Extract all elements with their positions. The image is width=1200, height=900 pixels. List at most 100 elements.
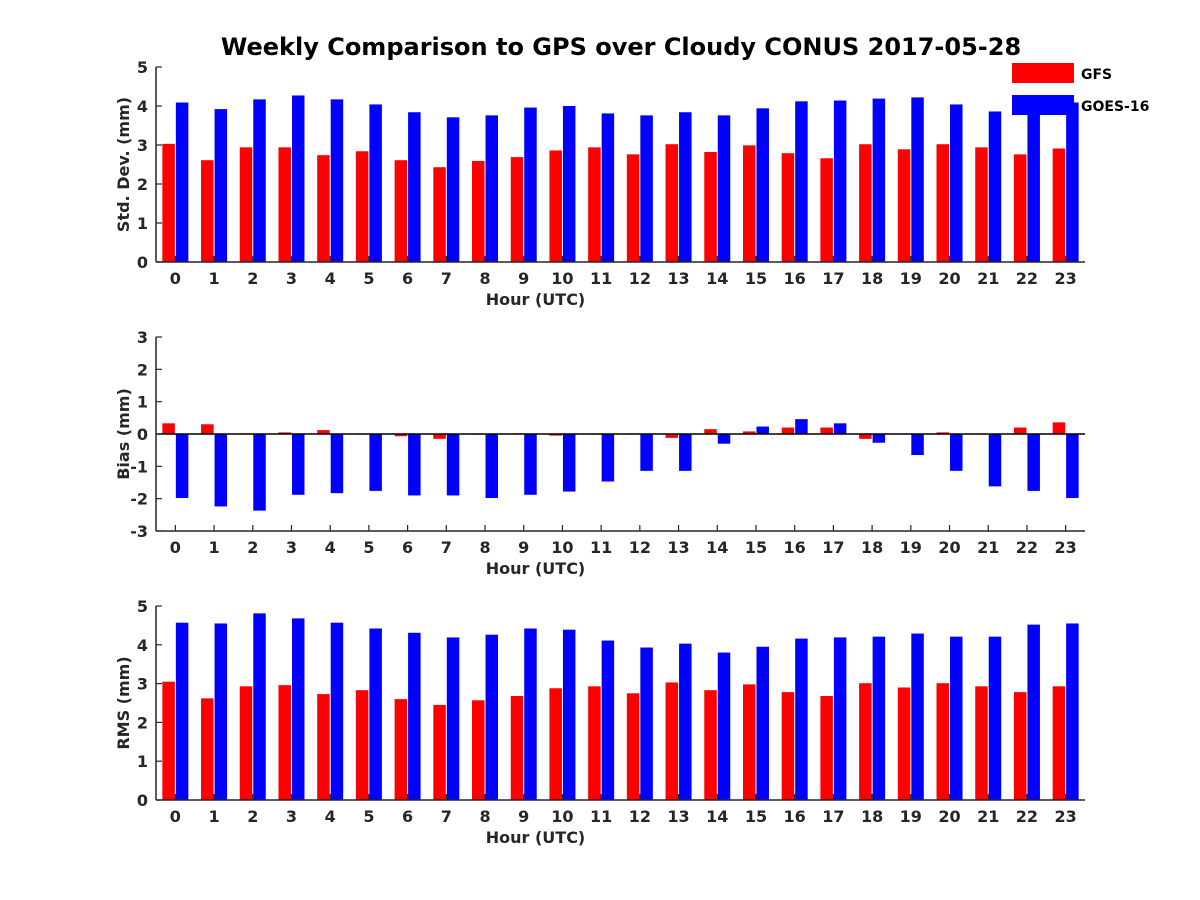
bar-gfs-hour-19 bbox=[897, 149, 911, 262]
x-tick-label: 8 bbox=[479, 269, 490, 288]
bar-gfs-hour-1 bbox=[201, 160, 214, 262]
x-tick-label: 20 bbox=[938, 538, 960, 557]
x-tick-label: 2 bbox=[247, 269, 258, 288]
bar-goes-16-hour-6 bbox=[408, 434, 421, 496]
x-tick-label: 23 bbox=[1055, 807, 1077, 826]
x-tick-label: 17 bbox=[822, 807, 844, 826]
bar-gfs-hour-15 bbox=[742, 431, 756, 434]
bar-goes-16-hour-13 bbox=[679, 112, 692, 263]
legend-label-gfs: GFS bbox=[1081, 67, 1112, 83]
bar-goes-16-hour-19 bbox=[911, 97, 924, 262]
chart-title: Weekly Comparison to GPS over Cloudy CON… bbox=[221, 33, 1021, 61]
bar-gfs-hour-11 bbox=[588, 686, 601, 800]
bar-gfs-hour-1 bbox=[201, 698, 214, 800]
y-tick-label: 5 bbox=[137, 58, 148, 77]
bar-goes-16-hour-6 bbox=[408, 632, 421, 800]
x-tick-label: 22 bbox=[1016, 269, 1038, 288]
x-tick-label: 8 bbox=[479, 538, 490, 557]
legend-swatch-gfs bbox=[1012, 63, 1074, 83]
x-tick-label: 8 bbox=[479, 807, 490, 826]
x-tick-label: 16 bbox=[784, 269, 806, 288]
bar-goes-16-hour-16 bbox=[795, 638, 808, 800]
x-tick-label: 1 bbox=[208, 269, 219, 288]
bar-goes-16-hour-21 bbox=[988, 636, 1002, 800]
bar-gfs-hour-3 bbox=[278, 432, 291, 434]
bar-gfs-hour-6 bbox=[394, 699, 408, 800]
x-tick-label: 12 bbox=[629, 269, 651, 288]
bar-gfs-hour-10 bbox=[549, 434, 562, 436]
legend-swatch-goes-16 bbox=[1012, 95, 1074, 115]
bar-goes-16-hour-8 bbox=[485, 434, 499, 499]
x-tick-label: 15 bbox=[745, 807, 767, 826]
x-axis-label: Hour (UTC) bbox=[486, 290, 586, 309]
bar-goes-16-hour-11 bbox=[601, 640, 615, 800]
y-tick-label: 2 bbox=[137, 713, 148, 732]
bar-goes-16-hour-1 bbox=[214, 623, 228, 800]
bar-gfs-hour-16 bbox=[781, 153, 795, 262]
bar-gfs-hour-20 bbox=[936, 683, 950, 800]
bar-goes-16-hour-14 bbox=[717, 115, 731, 262]
x-tick-label: 4 bbox=[325, 269, 336, 288]
bar-goes-16-hour-20 bbox=[950, 636, 963, 800]
bar-gfs-hour-4 bbox=[317, 155, 330, 262]
bar-goes-16-hour-4 bbox=[330, 434, 344, 494]
x-tick-label: 15 bbox=[745, 269, 767, 288]
bar-gfs-hour-3 bbox=[278, 147, 291, 262]
bar-gfs-hour-23 bbox=[1052, 422, 1066, 434]
bar-goes-16-hour-4 bbox=[330, 622, 344, 800]
bar-goes-16-hour-10 bbox=[562, 629, 576, 800]
legend: GFS GOES-16 bbox=[1012, 63, 1149, 115]
bar-goes-16-hour-12 bbox=[640, 434, 653, 471]
bar-goes-16-hour-7 bbox=[446, 434, 460, 496]
bar-gfs-hour-10 bbox=[549, 150, 562, 262]
bar-gfs-hour-2 bbox=[239, 147, 253, 262]
x-tick-label: 9 bbox=[518, 538, 529, 557]
bar-gfs-hour-2 bbox=[239, 686, 253, 800]
y-axis-label: RMS (mm) bbox=[114, 656, 133, 749]
bar-gfs-hour-15 bbox=[742, 684, 756, 800]
bar-gfs-hour-13 bbox=[665, 434, 679, 438]
bar-goes-16-hour-19 bbox=[911, 434, 924, 456]
bar-gfs-hour-16 bbox=[781, 427, 795, 434]
bar-goes-16-hour-3 bbox=[291, 618, 305, 800]
x-tick-label: 0 bbox=[170, 807, 181, 826]
bar-goes-16-hour-0 bbox=[175, 622, 189, 800]
x-tick-label: 3 bbox=[286, 807, 297, 826]
x-tick-label: 19 bbox=[900, 269, 922, 288]
bar-gfs-hour-8 bbox=[472, 700, 485, 800]
x-tick-label: 11 bbox=[590, 538, 612, 557]
x-tick-label: 22 bbox=[1016, 538, 1038, 557]
bar-goes-16-hour-3 bbox=[291, 434, 305, 495]
bar-goes-16-hour-10 bbox=[562, 106, 576, 262]
bar-goes-16-hour-16 bbox=[795, 419, 808, 434]
bar-gfs-hour-20 bbox=[936, 432, 950, 434]
bar-gfs-hour-21 bbox=[975, 147, 988, 262]
x-tick-label: 21 bbox=[977, 538, 999, 557]
bar-gfs-hour-5 bbox=[355, 151, 369, 262]
bar-goes-16-hour-5 bbox=[369, 104, 382, 262]
x-tick-label: 3 bbox=[286, 538, 297, 557]
bar-gfs-hour-14 bbox=[704, 429, 717, 434]
x-axis-label: Hour (UTC) bbox=[486, 828, 586, 847]
x-tick-label: 2 bbox=[247, 538, 258, 557]
bar-goes-16-hour-7 bbox=[446, 637, 460, 800]
x-tick-label: 11 bbox=[590, 269, 612, 288]
bar-gfs-hour-19 bbox=[897, 687, 911, 800]
bar-goes-16-hour-18 bbox=[872, 434, 886, 443]
bar-goes-16-hour-18 bbox=[872, 98, 886, 262]
bar-gfs-hour-22 bbox=[1013, 427, 1027, 434]
bar-gfs-hour-5 bbox=[355, 690, 369, 800]
bar-goes-16-hour-23 bbox=[1066, 102, 1079, 263]
x-tick-label: 21 bbox=[977, 269, 999, 288]
bar-gfs-hour-14 bbox=[704, 690, 717, 800]
bar-gfs-hour-15 bbox=[742, 145, 756, 262]
bar-goes-16-hour-5 bbox=[369, 434, 382, 491]
x-tick-label: 10 bbox=[551, 269, 573, 288]
bar-gfs-hour-8 bbox=[472, 160, 485, 262]
bar-goes-16-hour-8 bbox=[485, 634, 499, 800]
bar-goes-16-hour-15 bbox=[756, 426, 769, 434]
y-tick-label: 2 bbox=[137, 360, 148, 379]
x-tick-label: 12 bbox=[629, 538, 651, 557]
